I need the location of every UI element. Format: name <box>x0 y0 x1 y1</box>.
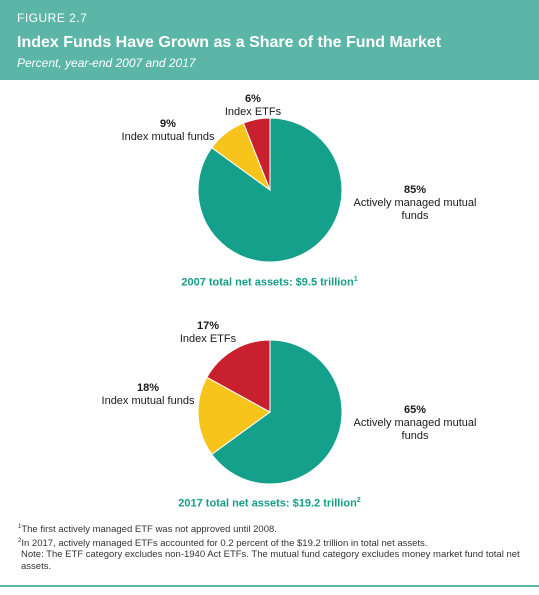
value-2017-index-mutual: 18% <box>136 382 160 394</box>
name-2007-index-etfs: Index ETFs <box>224 106 282 118</box>
footnote-2-text: In 2017, actively managed ETFs accounted… <box>21 538 428 550</box>
name-2007-index-mutual: Index mutual funds <box>121 131 215 143</box>
footnote-note-text: Note: The ETF category excludes non-1940… <box>21 549 520 572</box>
pie-2017-slice-index-etfs <box>206 339 271 413</box>
value-2007-index-mutual: 9% <box>160 118 176 130</box>
value-2007-index-etfs: 6% <box>245 93 261 105</box>
pie-2017-slice-active <box>211 339 343 485</box>
name-2017-index-etfs: Index ETFs <box>179 333 237 345</box>
figure-subtitle: Percent, year-end 2007 and 2017 <box>17 56 196 70</box>
bottom-rule <box>0 585 539 587</box>
value-2017-active: 65% <box>403 404 427 416</box>
label-2017-index-mutual: 18% Index mutual funds <box>98 382 198 408</box>
total-2007-footnote-mark: 1 <box>353 276 358 283</box>
value-2017-index-etfs: 17% <box>196 320 220 332</box>
value-2007-active: 85% <box>403 184 427 196</box>
footnote-2: 2In 2017, actively managed ETFs accounte… <box>18 535 523 550</box>
label-2007-index-etfs: 6% Index ETFs <box>218 93 288 119</box>
total-2017: 2017 total net assets: $19.2 trillion2 <box>0 497 539 510</box>
footnote-1-text: The first actively managed ETF was not a… <box>21 524 277 536</box>
pie-2007-slice-index-etfs <box>242 117 271 191</box>
pie-2017-slice-index-mutual <box>197 376 271 456</box>
label-2017-index-etfs: 17% Index ETFs <box>168 320 248 346</box>
name-2007-active: Actively managed mutual funds <box>353 197 477 222</box>
label-2007-active: 85% Actively managed mutual funds <box>340 184 490 223</box>
total-2007-text: 2007 total net assets: $9.5 trillion <box>181 276 354 289</box>
total-2007: 2007 total net assets: $9.5 trillion1 <box>0 276 539 289</box>
figure-label: FIGURE 2.7 <box>17 11 88 25</box>
label-2007-index-mutual: 9% Index mutual funds <box>118 118 218 144</box>
name-2017-index-mutual: Index mutual funds <box>101 395 195 407</box>
footnote-1: 1The first actively managed ETF was not … <box>18 521 523 536</box>
total-2017-text: 2017 total net assets: $19.2 trillion <box>178 497 357 510</box>
label-2017-active: 65% Actively managed mutual funds <box>340 404 490 443</box>
footnote-note: Note: The ETF category excludes non-1940… <box>18 549 526 573</box>
footnote-2-mark: 2 <box>18 538 22 544</box>
figure-header: FIGURE 2.7 Index Funds Have Grown as a S… <box>0 0 539 80</box>
total-2017-footnote-mark: 2 <box>356 497 361 504</box>
figure-title: Index Funds Have Grown as a Share of the… <box>17 34 442 51</box>
name-2017-active: Actively managed mutual funds <box>353 417 477 442</box>
footnote-1-mark: 1 <box>18 524 22 530</box>
